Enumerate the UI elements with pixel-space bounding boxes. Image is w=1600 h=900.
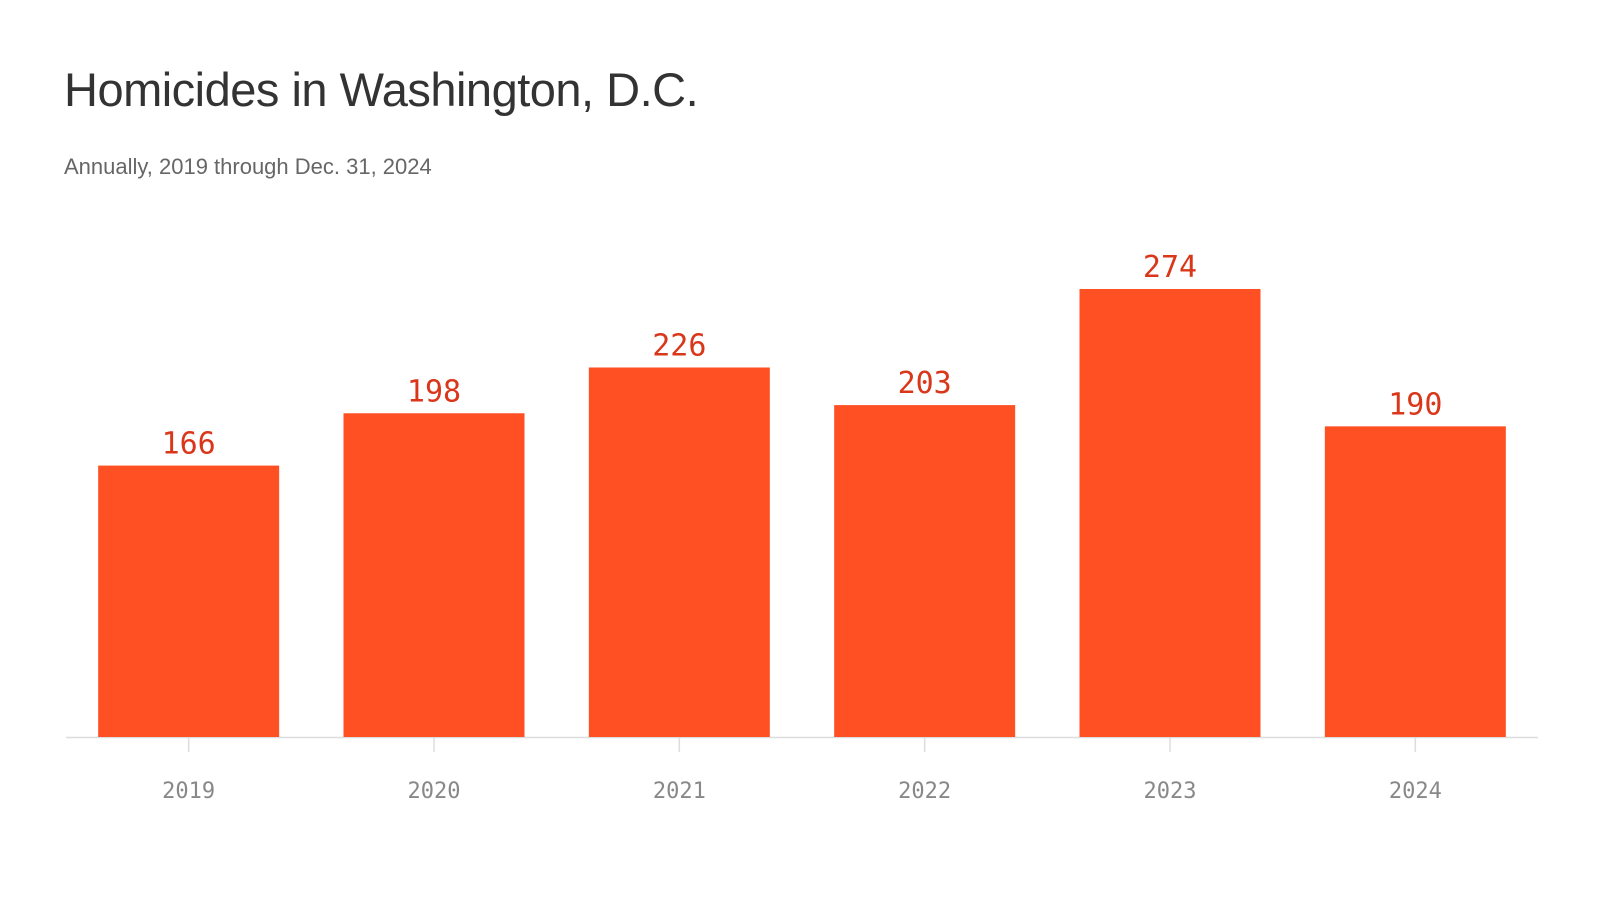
x-tick-label-2019: 2019 [162, 779, 215, 804]
x-tick-label-2022: 2022 [898, 779, 951, 804]
x-tick-label-2020: 2020 [408, 779, 461, 804]
data-label-2024: 190 [1388, 387, 1442, 422]
bar-2022 [834, 405, 1016, 737]
data-label-2022: 203 [898, 366, 952, 401]
x-tick-label-2024: 2024 [1389, 779, 1442, 804]
bar-2019 [98, 465, 280, 737]
data-label-2023: 274 [1143, 250, 1197, 285]
x-tick-label-2021: 2021 [653, 779, 706, 804]
data-label-2019: 166 [162, 427, 216, 462]
data-label-2021: 226 [652, 328, 706, 363]
bar-2023 [1079, 289, 1261, 737]
chart-subtitle: Annually, 2019 through Dec. 31, 2024 [64, 154, 432, 179]
bar-2020 [343, 413, 525, 737]
bar-2024 [1324, 426, 1506, 737]
x-tick-label-2023: 2023 [1144, 779, 1197, 804]
chart-title: Homicides in Washington, D.C. [64, 63, 699, 116]
data-label-2020: 198 [407, 374, 461, 409]
bar-2021 [588, 367, 770, 737]
